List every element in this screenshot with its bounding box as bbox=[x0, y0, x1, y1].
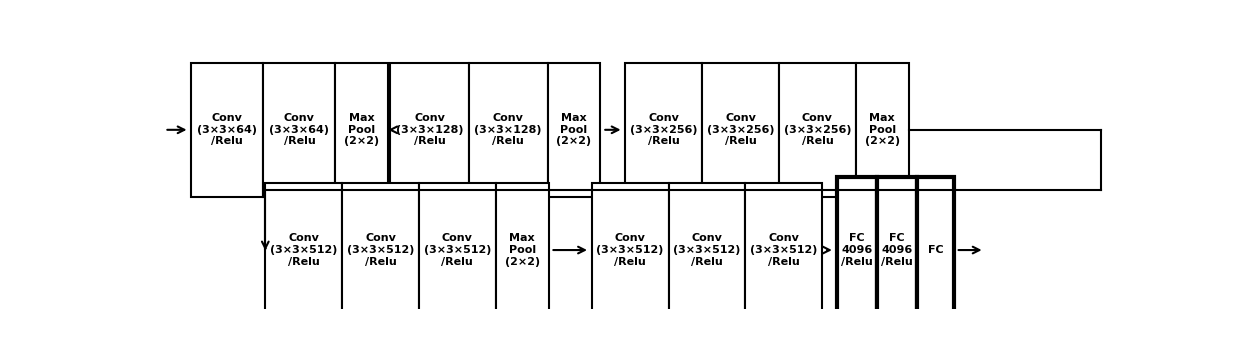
Text: Conv
(3×3×512)
/Relu: Conv (3×3×512) /Relu bbox=[270, 234, 337, 266]
Text: FC: FC bbox=[928, 245, 943, 255]
Bar bbox=[548, 63, 601, 197]
Text: Conv
(3×3×512)
/Relu: Conv (3×3×512) /Relu bbox=[750, 234, 818, 266]
Text: Conv
(3×3×256)
/Relu: Conv (3×3×256) /Relu bbox=[784, 113, 851, 146]
Text: FC
4096
/Relu: FC 4096 /Relu bbox=[841, 234, 872, 266]
Text: Conv
(3×3×512)
/Relu: Conv (3×3×512) /Relu bbox=[347, 234, 414, 266]
Bar bbox=[496, 183, 549, 317]
Text: Conv
(3×3×512)
/Relu: Conv (3×3×512) /Relu bbox=[596, 234, 664, 266]
Text: Conv
(3×3×512)
/Relu: Conv (3×3×512) /Relu bbox=[673, 234, 741, 266]
Text: Max
Pool
(2×2): Max Pool (2×2) bbox=[556, 113, 591, 146]
Text: Conv
(3×3×128)
/Relu: Conv (3×3×128) /Relu bbox=[475, 113, 541, 146]
Bar bbox=[746, 183, 823, 317]
Bar bbox=[390, 63, 468, 197]
Text: Max
Pool
(2×2): Max Pool (2×2) bbox=[865, 113, 900, 146]
Text: FC
4096
/Relu: FC 4096 /Relu bbox=[881, 234, 913, 266]
Bar bbox=[779, 63, 856, 197]
Text: Conv
(3×3×64)
/Relu: Conv (3×3×64) /Relu bbox=[197, 113, 258, 146]
Bar bbox=[264, 63, 336, 197]
Bar bbox=[703, 63, 779, 197]
Bar bbox=[877, 177, 917, 323]
Text: Conv
(3×3×256)
/Relu: Conv (3×3×256) /Relu bbox=[707, 113, 774, 146]
Text: Max
Pool
(2×2): Max Pool (2×2) bbox=[344, 113, 379, 146]
Bar bbox=[342, 183, 419, 317]
Bar bbox=[626, 63, 703, 197]
Bar bbox=[419, 183, 496, 317]
Bar bbox=[468, 63, 548, 197]
Text: Conv
(3×3×256)
/Relu: Conv (3×3×256) /Relu bbox=[631, 113, 698, 146]
Text: Conv
(3×3×64)
/Relu: Conv (3×3×64) /Relu bbox=[269, 113, 330, 146]
Text: Conv
(3×3×128)
/Relu: Conv (3×3×128) /Relu bbox=[395, 113, 463, 146]
Bar bbox=[836, 177, 877, 323]
Bar bbox=[669, 183, 746, 317]
Bar bbox=[336, 63, 388, 197]
Bar bbox=[917, 177, 954, 323]
Bar bbox=[265, 183, 342, 317]
Text: Max
Pool
(2×2): Max Pool (2×2) bbox=[504, 234, 540, 266]
Bar bbox=[856, 63, 908, 197]
Text: Conv
(3×3×512)
/Relu: Conv (3×3×512) /Relu bbox=[424, 234, 491, 266]
Bar bbox=[592, 183, 669, 317]
Bar bbox=[191, 63, 264, 197]
